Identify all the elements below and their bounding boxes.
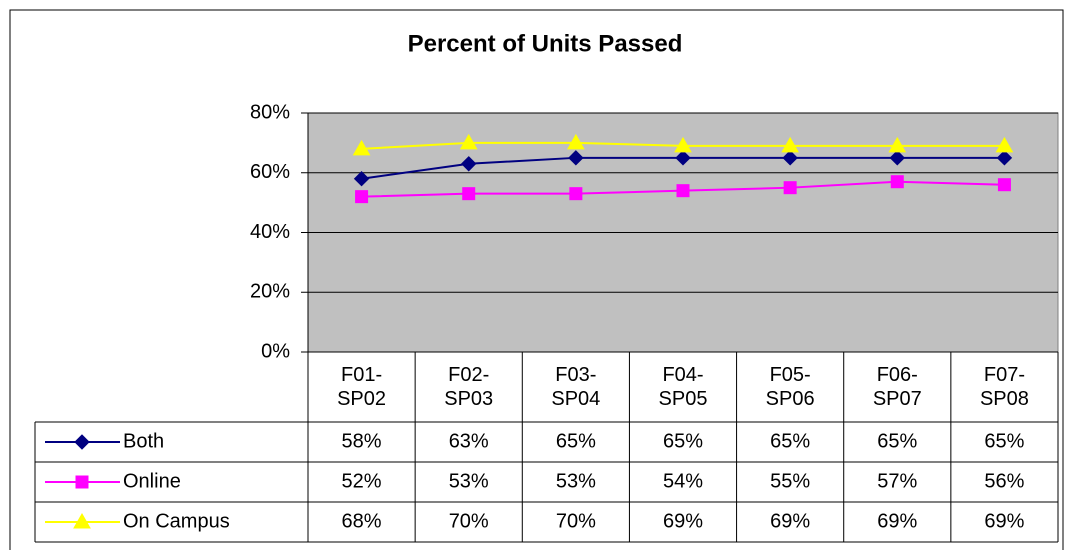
data-point [566, 133, 585, 150]
data-point [355, 190, 369, 204]
legend-marker [73, 512, 91, 529]
table-value: 69% [770, 510, 810, 532]
data-point [675, 150, 691, 166]
table-value: 70% [449, 510, 489, 532]
data-point [889, 150, 905, 166]
data-point [674, 136, 692, 153]
x-tick-label: F07-SP08 [979, 364, 1029, 410]
table-value: 69% [984, 510, 1024, 532]
table-value: 57% [877, 470, 917, 492]
legend-label: Online [123, 470, 181, 492]
table-value: 55% [770, 470, 810, 492]
data-point [461, 156, 477, 172]
table-value: 68% [342, 510, 382, 532]
x-tick-label: F04-SP05 [658, 364, 708, 410]
data-point [996, 150, 1013, 166]
data-point [676, 184, 690, 198]
x-tick-label: F03-SP04 [551, 364, 601, 410]
data-point [353, 171, 370, 187]
legend-marker [74, 434, 90, 450]
y-tick-label: 20% [250, 281, 290, 303]
table-value: 53% [449, 470, 489, 492]
x-tick-label: F05-SP06 [765, 364, 815, 410]
data-point [888, 136, 907, 153]
table-value: 65% [877, 430, 917, 452]
legend-label: On Campus [123, 510, 230, 532]
table-value: 53% [556, 470, 596, 492]
table-value: 52% [342, 470, 382, 492]
table-value: 65% [984, 430, 1024, 452]
data-point [352, 139, 371, 156]
data-point [569, 187, 583, 201]
chart-border [9, 9, 1064, 550]
chart-title: Percent of Units Passed [408, 30, 683, 57]
table-value: 69% [663, 510, 703, 532]
data-point [459, 133, 478, 150]
y-tick-label: 0% [261, 340, 290, 362]
table-value: 58% [342, 430, 382, 452]
legend-label: Both [123, 430, 164, 452]
data-point [568, 150, 584, 166]
table-value: 56% [984, 470, 1024, 492]
table-value: 65% [556, 430, 596, 452]
data-point [995, 136, 1014, 153]
table-value: 70% [556, 510, 596, 532]
table-value: 54% [663, 470, 703, 492]
y-tick-label: 40% [250, 221, 290, 243]
data-point [997, 178, 1011, 192]
data-point [890, 175, 904, 189]
data-point [783, 181, 797, 195]
data-point [782, 150, 798, 166]
table-value: 65% [663, 430, 703, 452]
x-tick-label: F01-SP02 [337, 364, 387, 410]
table-value: 63% [449, 430, 489, 452]
x-tick-label: F06-SP07 [872, 364, 922, 410]
table-value: 65% [770, 430, 810, 452]
table-value: 69% [877, 510, 917, 532]
data-point [781, 136, 800, 153]
data-point [462, 187, 476, 201]
y-tick-label: 60% [250, 161, 290, 183]
x-tick-label: F02-SP03 [444, 364, 494, 410]
legend-marker [75, 475, 89, 489]
y-tick-label: 80% [250, 101, 290, 123]
